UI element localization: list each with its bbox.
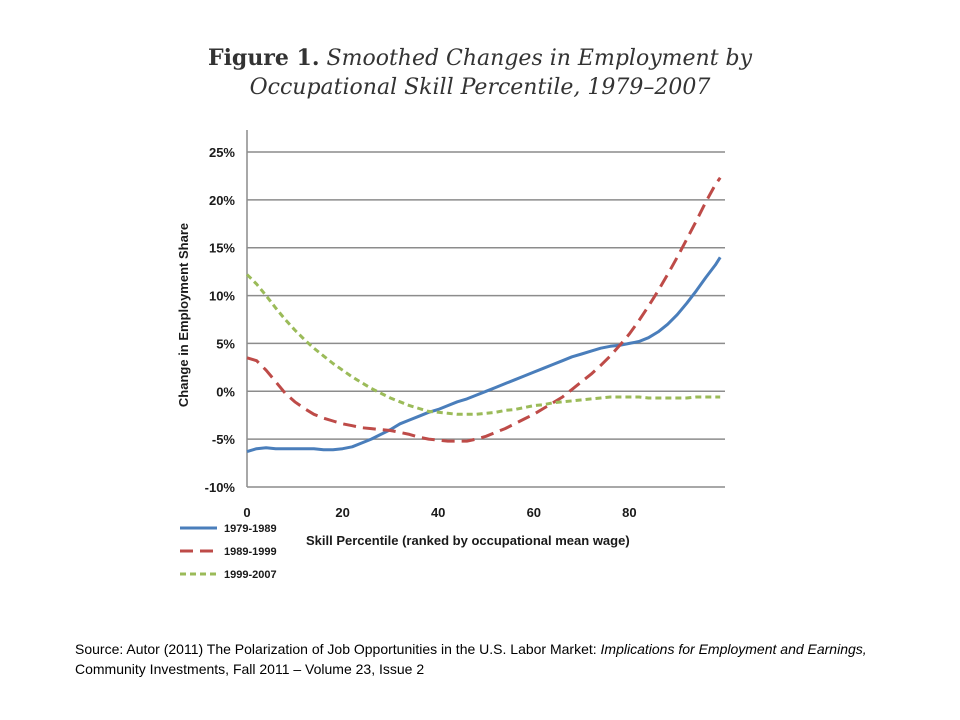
- figure-title-text: Smoothed Changes in Employment by: [326, 46, 753, 71]
- series-line-1989-1999: [246, 176, 722, 443]
- x-tick-label: 20: [335, 505, 349, 520]
- x-axis-ticks: 0 20 40 60 80: [243, 505, 636, 520]
- source-suffix: Community Investments, Fall 2011 – Volum…: [75, 661, 425, 677]
- figure-title-line1: Figure 1. Smoothed Changes in Employment…: [0, 44, 960, 73]
- figure-label: Figure 1.: [207, 45, 320, 71]
- series-line-1979-1989: [246, 256, 722, 454]
- y-tick-label: 10%: [209, 289, 235, 304]
- source-note: Source: Autor (2011) The Polarization of…: [75, 639, 895, 679]
- source-prefix: Source: Autor (2011) The Polarization of…: [75, 641, 601, 657]
- y-tick-label: 5%: [216, 336, 235, 351]
- y-tick-label: -10%: [205, 480, 236, 495]
- y-tick-label: 25%: [209, 145, 235, 160]
- series-lines: [245, 176, 722, 454]
- x-axis-title: Skill Percentile (ranked by occupational…: [306, 533, 630, 548]
- y-axis-ticks: 25% 20% 15% 10% 5% 0% -5% -10%: [205, 145, 236, 495]
- y-tick-label: 20%: [209, 193, 235, 208]
- legend-label-1989-1999: 1989-1999: [224, 546, 277, 558]
- figure-title-line2: Occupational Skill Percentile, 1979–2007: [249, 75, 711, 100]
- x-tick-label: 80: [622, 505, 636, 520]
- x-tick-label: 60: [527, 505, 541, 520]
- y-axis-title: Change in Employment Share: [176, 223, 191, 407]
- gridlines: [247, 151, 725, 440]
- x-tick-label: 0: [243, 505, 250, 520]
- x-tick-label: 40: [431, 505, 445, 520]
- source-italic: Implications for Employment and Earnings…: [600, 641, 867, 657]
- legend: 1979-1989 1989-1999 1999-2007: [180, 523, 277, 581]
- legend-label-1979-1989: 1979-1989: [224, 523, 277, 535]
- y-tick-label: -5%: [212, 432, 236, 447]
- axes: [246, 130, 725, 488]
- y-tick-label: 15%: [209, 241, 235, 256]
- figure-title: Figure 1. Smoothed Changes in Employment…: [0, 44, 960, 102]
- legend-label-1999-2007: 1999-2007: [224, 569, 277, 581]
- y-tick-label: 0%: [216, 384, 235, 399]
